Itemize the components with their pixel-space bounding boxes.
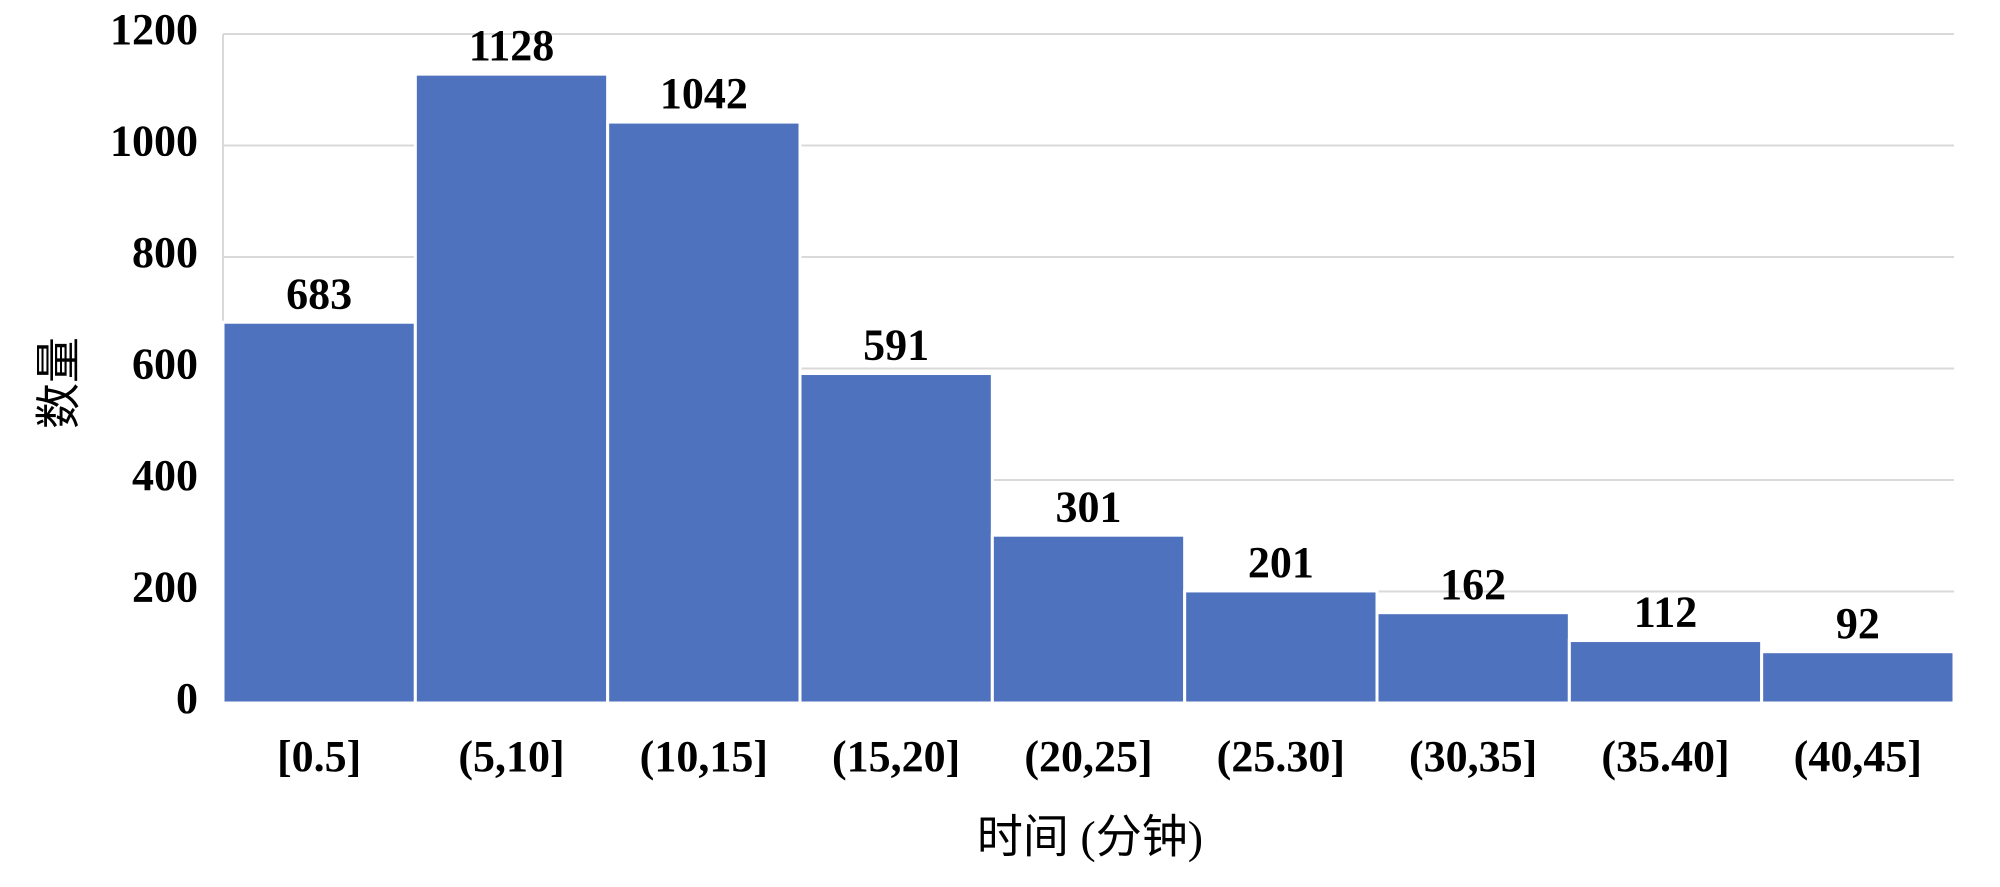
value-label: 683 <box>286 269 352 318</box>
y-tick-label: 200 <box>132 563 198 612</box>
x-axis-title: 时间 (分钟) <box>977 812 1203 863</box>
x-tick-label: (15,20] <box>832 732 960 781</box>
bar <box>413 72 610 705</box>
x-tick-label: (35.40] <box>1601 732 1729 781</box>
y-tick-label: 0 <box>176 674 198 723</box>
bar <box>1183 589 1379 705</box>
bar <box>1760 650 1956 705</box>
value-label: 112 <box>1634 588 1698 637</box>
y-tick-label: 1000 <box>110 117 198 166</box>
y-tick-label: 1200 <box>110 5 198 54</box>
bar <box>798 372 994 705</box>
x-tick-label: [0.5] <box>277 732 361 781</box>
value-label: 1128 <box>469 21 555 70</box>
bar <box>990 533 1187 705</box>
value-label: 1042 <box>660 69 748 118</box>
bar <box>221 320 417 705</box>
value-label: 201 <box>1248 538 1314 587</box>
y-axis-title: 数量 <box>34 337 85 429</box>
x-tick-label: (10,15] <box>640 732 768 781</box>
value-label: 92 <box>1836 599 1880 648</box>
y-tick-label: 800 <box>132 228 198 277</box>
x-tick-label: (30,35] <box>1409 732 1537 781</box>
x-tick-label: (20,25] <box>1024 732 1152 781</box>
value-label: 301 <box>1056 482 1122 531</box>
x-tick-label: (25.30] <box>1217 732 1345 781</box>
bar <box>606 120 802 705</box>
value-label: 591 <box>863 321 929 370</box>
bar <box>1567 639 1764 705</box>
value-label: 162 <box>1440 560 1506 609</box>
y-tick-label: 400 <box>132 451 198 500</box>
x-tick-label: (5,10] <box>458 732 564 781</box>
y-tick-label: 600 <box>132 340 198 389</box>
bar <box>1375 611 1571 705</box>
x-tick-label: (40,45] <box>1794 732 1922 781</box>
